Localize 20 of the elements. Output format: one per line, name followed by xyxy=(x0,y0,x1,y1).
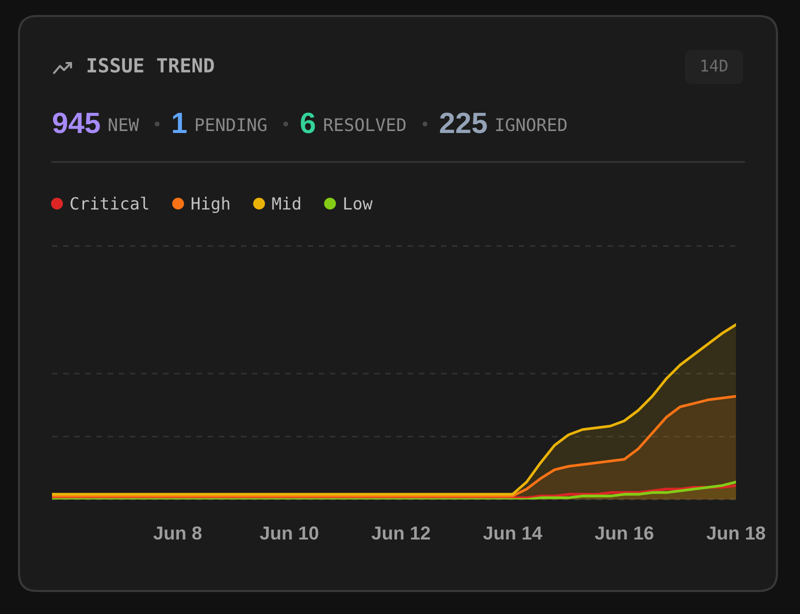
chart-title: ISSUE TREND xyxy=(88,58,214,73)
x-tick-label: Jun 12 xyxy=(372,526,430,540)
text: PENDING xyxy=(196,118,266,132)
legend-label: Low xyxy=(344,197,373,210)
x-tick-label: Jun 16 xyxy=(594,526,654,540)
text: 14D xyxy=(701,60,728,72)
text: 1 xyxy=(172,112,187,133)
x-tick-label: Jun 14 xyxy=(483,526,542,540)
text: RESOLVED xyxy=(324,118,406,132)
text: NEW xyxy=(108,118,139,131)
text: 945 xyxy=(53,112,100,134)
text: 225 xyxy=(440,112,487,134)
text: IGNORED xyxy=(496,118,567,132)
legend-label: Mid xyxy=(272,196,300,210)
legend-label: Critical xyxy=(70,196,148,210)
x-tick-label: Jun 18 xyxy=(706,526,766,540)
x-tick-label: Jun 10 xyxy=(260,526,318,540)
text: 6 xyxy=(300,112,315,134)
x-tick-label: Jun 8 xyxy=(153,526,202,540)
legend-label: High xyxy=(192,196,230,214)
